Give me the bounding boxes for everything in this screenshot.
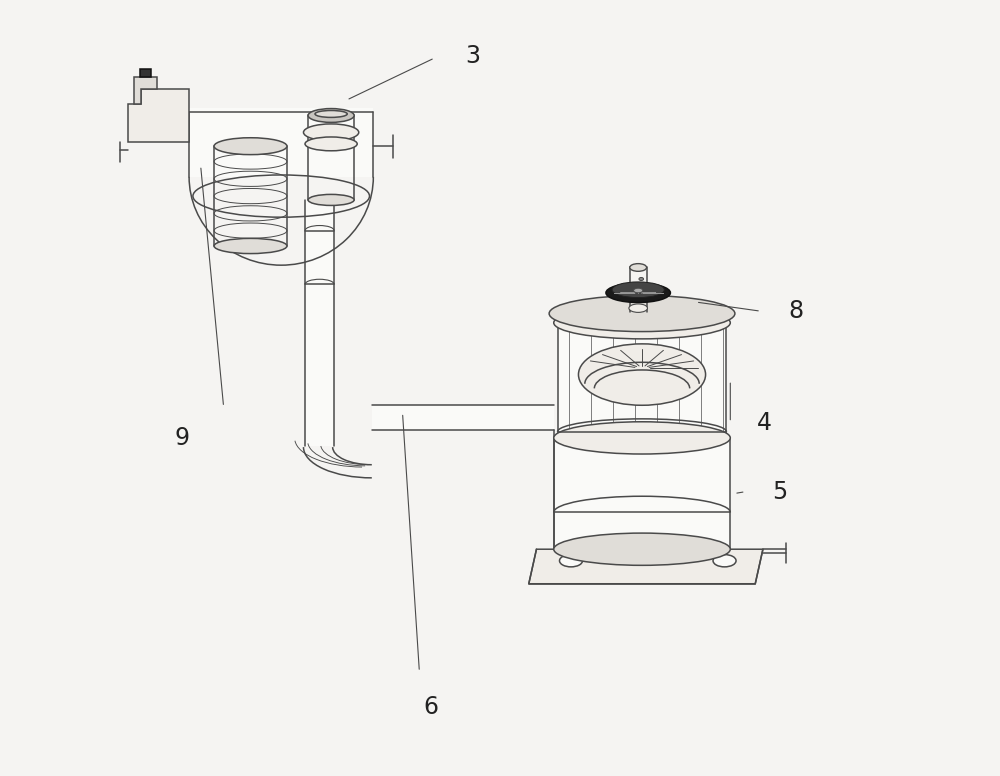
Polygon shape (529, 549, 763, 584)
Ellipse shape (629, 304, 647, 313)
Ellipse shape (214, 238, 287, 254)
Ellipse shape (554, 533, 730, 566)
Ellipse shape (606, 283, 670, 303)
Polygon shape (189, 108, 373, 177)
Ellipse shape (639, 278, 644, 281)
Text: 9: 9 (174, 426, 189, 450)
Ellipse shape (305, 137, 357, 151)
Text: 8: 8 (788, 300, 803, 324)
Polygon shape (554, 438, 730, 549)
Ellipse shape (559, 555, 583, 566)
Polygon shape (140, 69, 151, 77)
Ellipse shape (634, 288, 643, 293)
Ellipse shape (549, 296, 735, 331)
Ellipse shape (713, 555, 736, 566)
Polygon shape (305, 200, 334, 445)
Ellipse shape (612, 282, 664, 297)
Ellipse shape (630, 264, 647, 272)
Text: 4: 4 (757, 411, 772, 435)
Ellipse shape (578, 344, 706, 405)
Polygon shape (134, 77, 157, 104)
Ellipse shape (554, 307, 730, 339)
Text: 5: 5 (773, 480, 788, 504)
Polygon shape (558, 323, 726, 438)
Text: 6: 6 (423, 695, 438, 719)
Polygon shape (372, 405, 554, 430)
Ellipse shape (303, 124, 359, 140)
Ellipse shape (308, 109, 354, 123)
Ellipse shape (315, 110, 347, 117)
Ellipse shape (308, 195, 354, 206)
Polygon shape (128, 88, 189, 142)
Text: 3: 3 (465, 43, 480, 68)
Ellipse shape (554, 422, 730, 454)
Ellipse shape (214, 138, 287, 154)
